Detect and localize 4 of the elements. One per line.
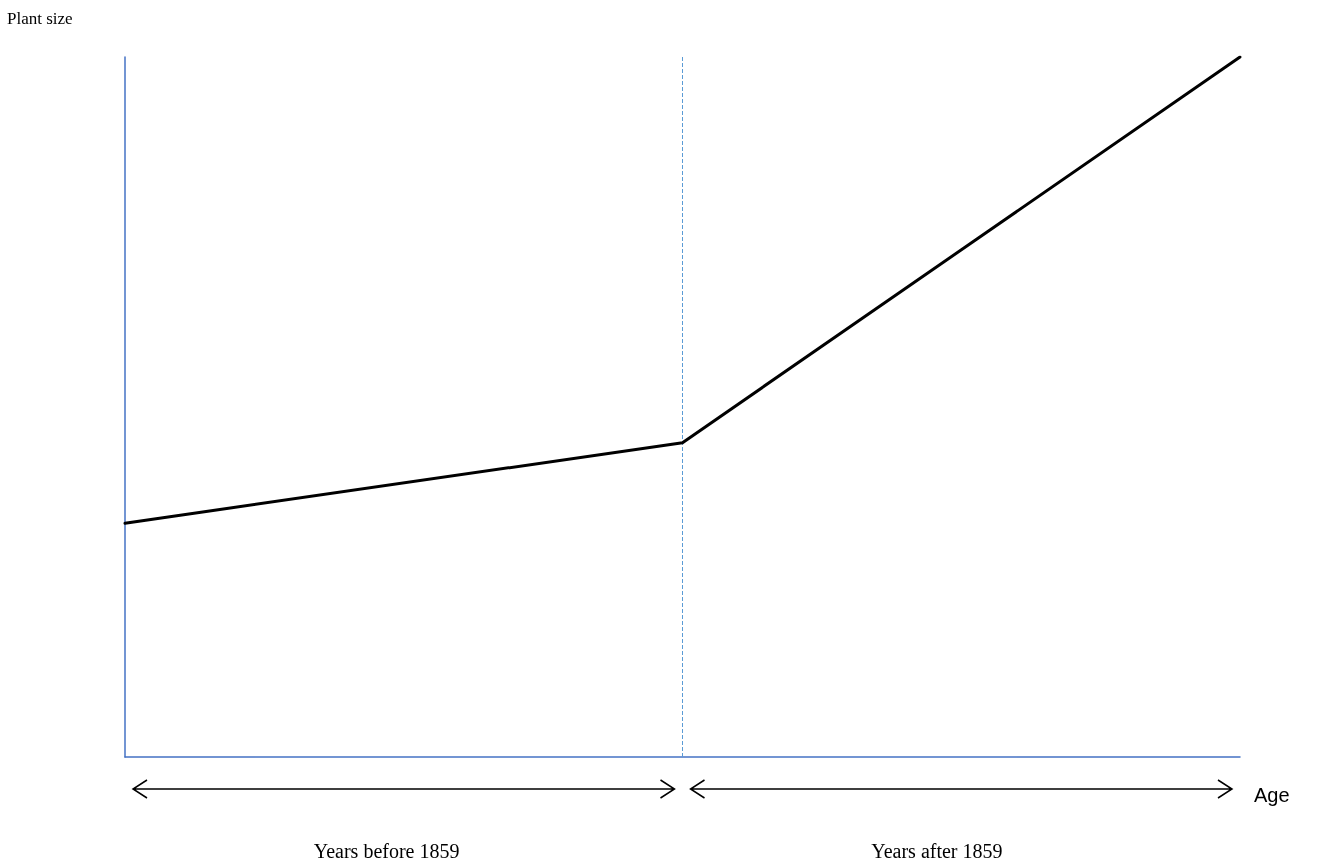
text: Years before 1859 xyxy=(313,840,460,862)
text: Years after 1859 xyxy=(871,840,1003,862)
y-axis-title: Plant size xyxy=(7,9,73,28)
x-axis-title: Age xyxy=(1254,784,1290,806)
